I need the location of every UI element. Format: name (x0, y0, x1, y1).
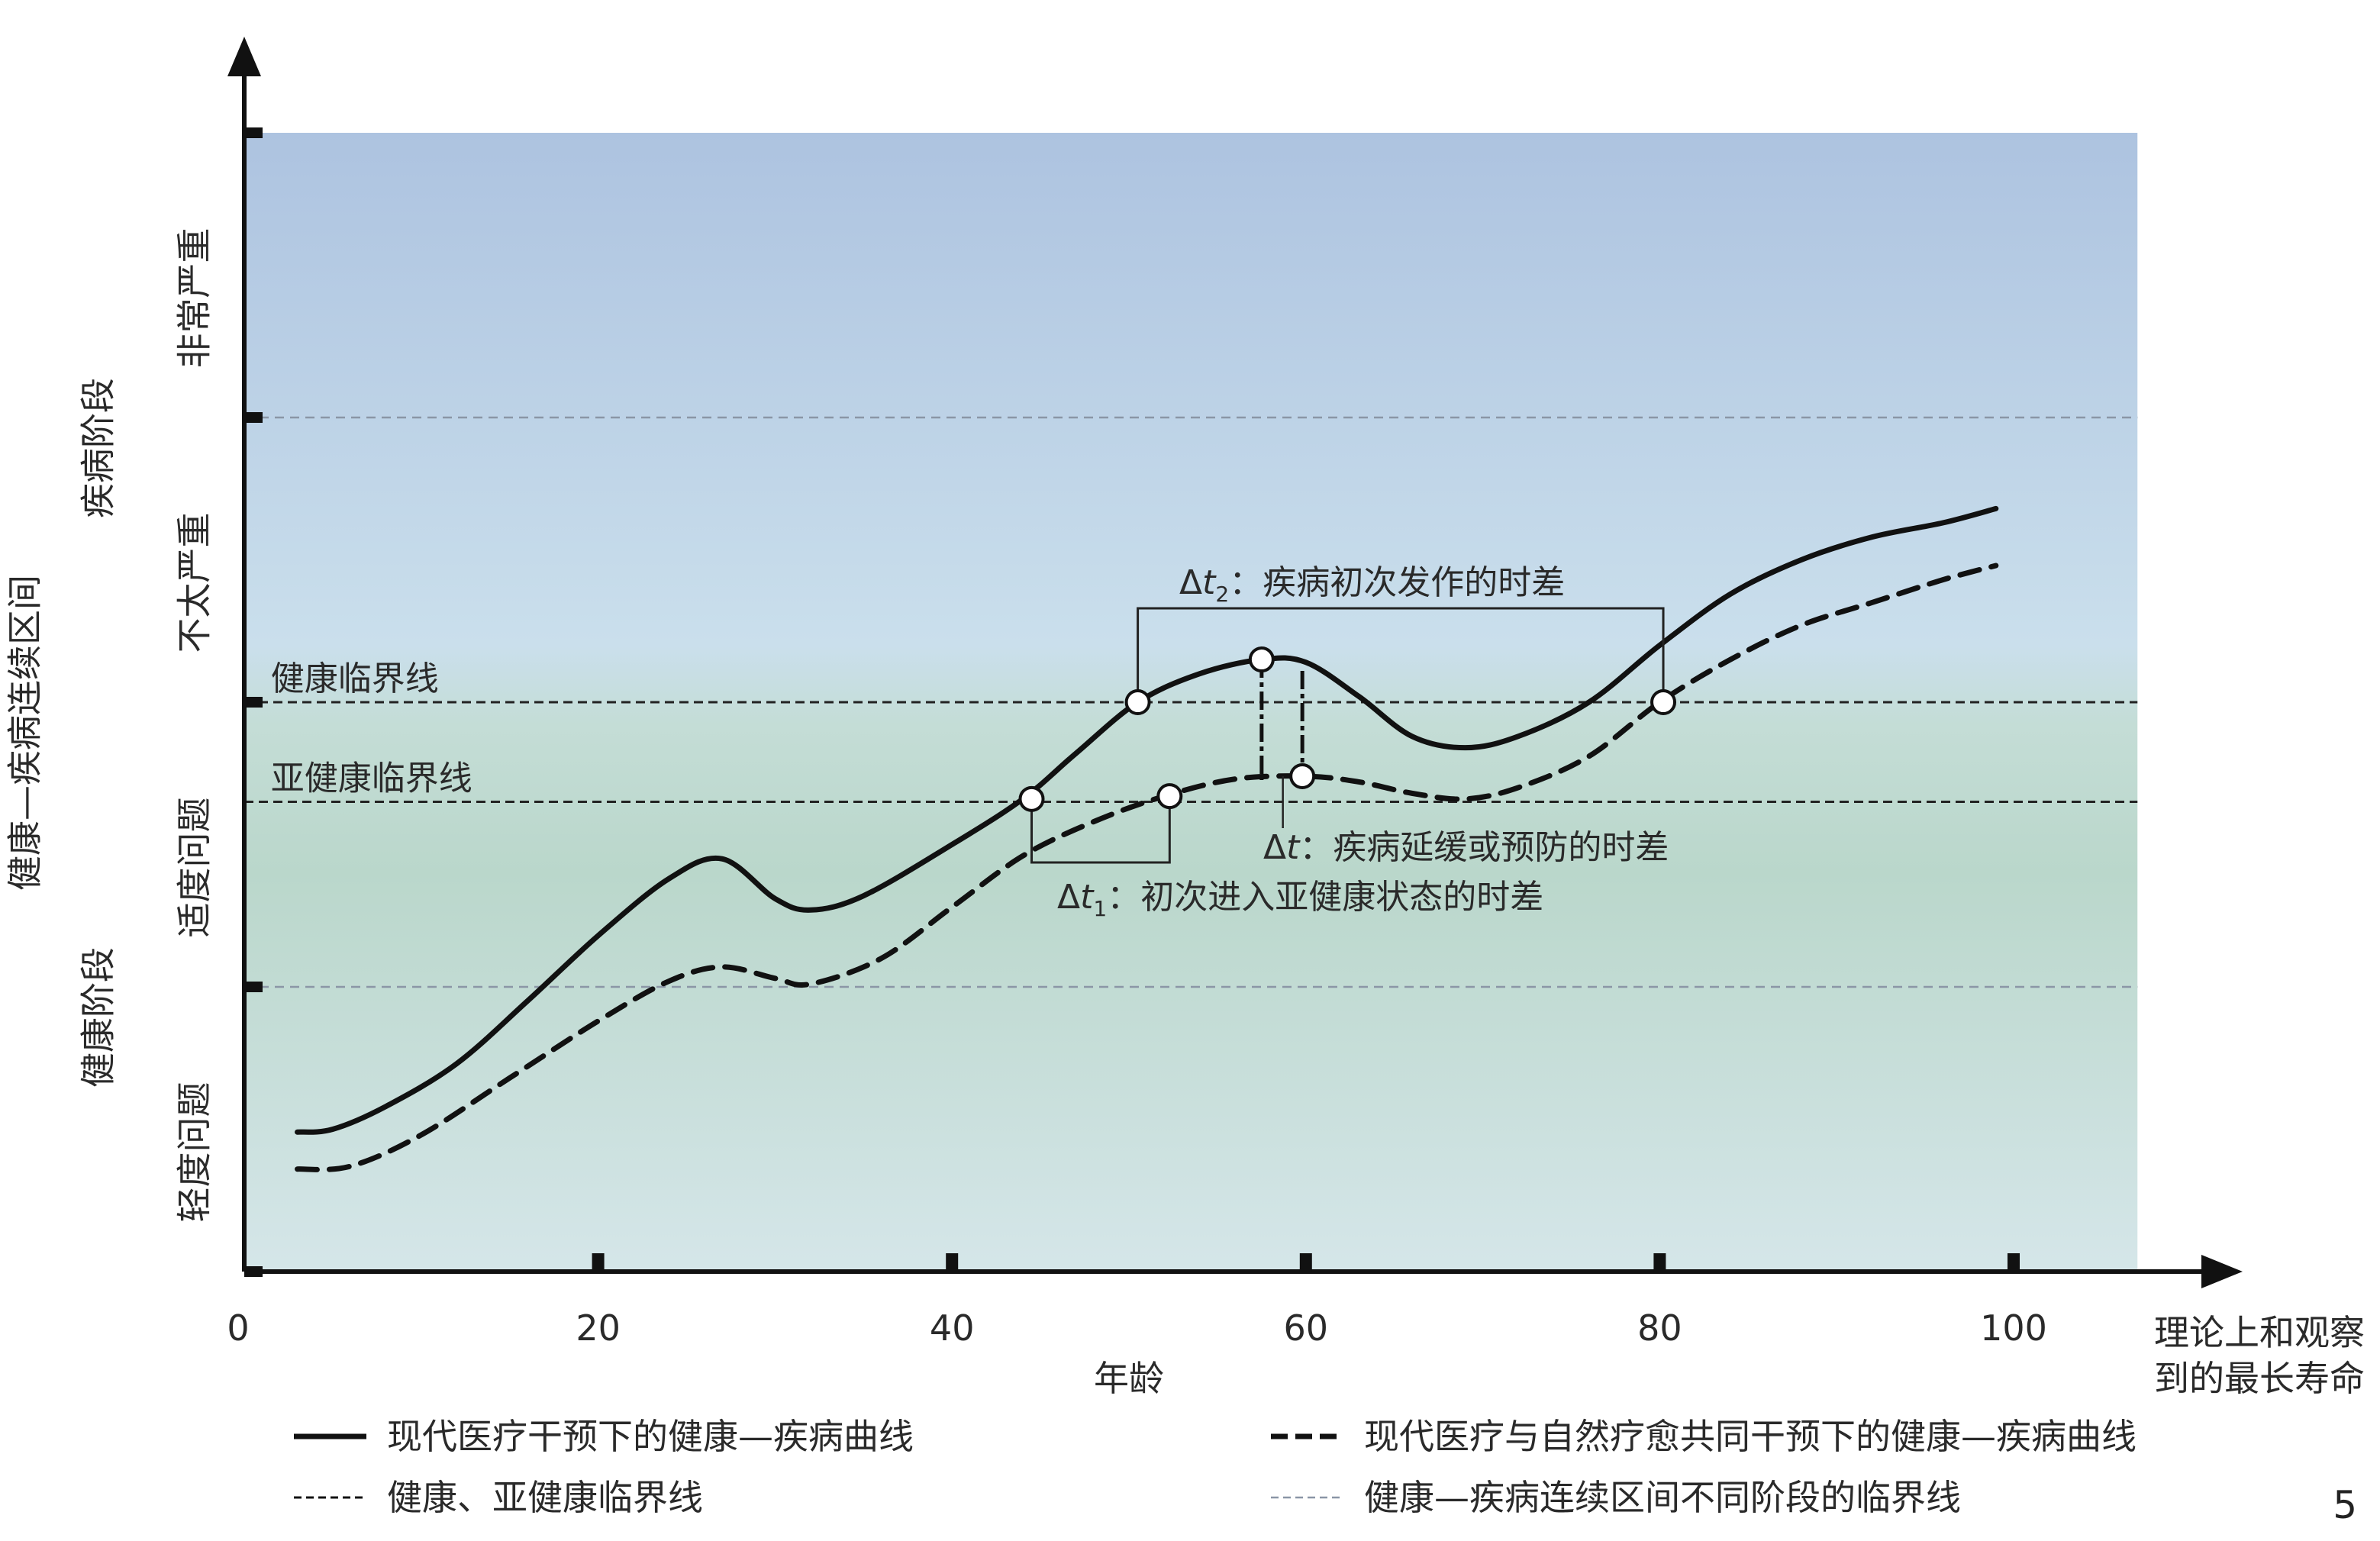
x-axis-end-label: 理论上和观察 (2154, 1312, 2365, 1353)
x-tick-label: 100 (1980, 1307, 2047, 1349)
dt2-label: Δt2：疾病初次发作的时差 (1179, 563, 1565, 607)
x-tick-label: 20 (576, 1307, 621, 1349)
marker-circle (1018, 785, 1045, 812)
marker-circle (1156, 783, 1183, 810)
x-axis-title: 年龄 (1094, 1358, 1164, 1399)
y-axis-arrow (227, 37, 261, 76)
dashed-curve (295, 563, 1999, 1172)
y-tick (244, 982, 263, 992)
dt1-bracket (1030, 796, 1171, 864)
severity-label: 非常严重 (174, 228, 215, 369)
threshold-label: 健康临界线 (271, 659, 439, 698)
legend: 现代医疗干预下的健康—疾病曲线 现代医疗与自然疗愈共同干预下的健康—疾病曲线健康、… (294, 1416, 2137, 1518)
y-axis-title: 健康—疾病连续区间 (5, 575, 46, 891)
severity-label: 适度问题 (174, 798, 215, 938)
marker-circle (1650, 689, 1677, 715)
y-tick (244, 412, 263, 423)
y-tick (244, 127, 263, 138)
marker-circle (1248, 646, 1275, 673)
dt-label: Δt：疾病延缓或预防的时差 (1263, 828, 1669, 867)
marker-circle (1124, 689, 1151, 715)
x-tick (1299, 1253, 1312, 1272)
legend-label: 现代医疗干预下的健康—疾病曲线 (387, 1416, 914, 1457)
x-tick-label: 60 (1284, 1307, 1329, 1349)
x-tick (1653, 1253, 1666, 1272)
y-tick (244, 1266, 263, 1277)
severity-label: 不太严重 (174, 513, 215, 653)
x-tick-label: 80 (1637, 1307, 1682, 1349)
y-tick (244, 697, 263, 708)
page-number: 5 (2333, 1483, 2357, 1527)
legend-label: 健康、亚健康临界线 (387, 1477, 703, 1518)
dt1-label: Δt1：初次进入亚健康状态的时差 (1057, 878, 1543, 921)
axes (227, 37, 2243, 1288)
markers (1018, 646, 1677, 812)
stage-label: 疾病阶段 (78, 378, 119, 518)
legend-label: 现代医疗与自然疗愈共同干预下的健康—疾病曲线 (1364, 1416, 2137, 1457)
x-tick (592, 1253, 605, 1272)
x-tick (2008, 1253, 2020, 1272)
stage-label: 健康阶段 (78, 947, 119, 1088)
threshold-label: 亚健康临界线 (271, 759, 472, 798)
dt2-bracket (1137, 607, 1665, 702)
x-tick-label: 0 (227, 1307, 249, 1349)
marker-circle (1289, 762, 1316, 789)
x-tick-label: 40 (930, 1307, 975, 1349)
legend-label: 健康—疾病连续区间不同阶段的临界线 (1364, 1477, 1961, 1518)
severity-label: 轻度问题 (174, 1082, 215, 1223)
annotations: Δt2：疾病初次发作的时差 Δt1：初次进入亚健康状态的时差 Δt：疾病延缓或预防的… (1030, 563, 1669, 921)
x-axis-end-label: 到的最长寿命 (2154, 1358, 2365, 1399)
x-tick (946, 1253, 959, 1272)
x-axis-arrow (2201, 1255, 2243, 1288)
